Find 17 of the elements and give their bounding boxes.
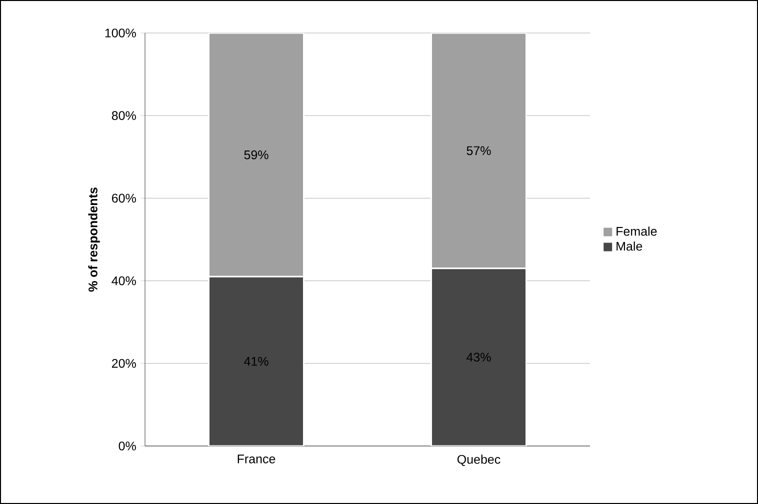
x-tick-label: France [238, 454, 276, 464]
data-label: 57% [466, 146, 491, 156]
x-tick-label: Quebec [457, 454, 500, 466]
data-label: 59% [244, 150, 268, 160]
data-label: 41% [244, 356, 268, 366]
bar [430, 268, 528, 446]
y-tick-label: 100% [105, 28, 136, 38]
y-tick-label: 20% [112, 358, 136, 368]
legend-label: Female [616, 226, 657, 236]
bar [208, 276, 305, 446]
y-tick-label: 80% [112, 111, 136, 120]
y-tick-label: 40% [112, 276, 136, 286]
legend-label: Male [616, 241, 642, 251]
y-tick-label: 0% [118, 442, 136, 450]
y-axis-title: % of respondents [88, 188, 100, 292]
data-label: 43% [466, 352, 491, 362]
y-tick-label: 60% [112, 194, 136, 203]
